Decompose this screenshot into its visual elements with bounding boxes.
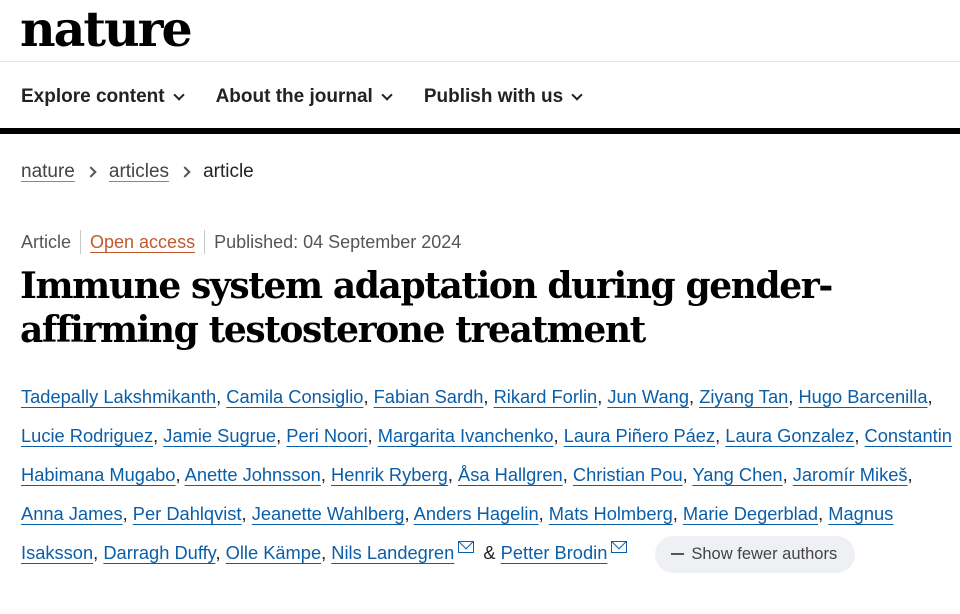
author-link[interactable]: Tadepally Lakshmikanth — [21, 386, 217, 407]
breadcrumb-nature[interactable]: nature — [21, 161, 75, 182]
author-link[interactable]: Olle Kämpe — [225, 542, 322, 563]
nav-publish-label: Publish with us — [423, 86, 564, 107]
author-link[interactable]: Nils Landegren — [331, 542, 455, 563]
author-link[interactable]: Christian Pou — [572, 464, 683, 485]
author-link[interactable]: Anna James — [21, 503, 123, 524]
author-link[interactable]: Laura Piñero Páez — [563, 425, 716, 446]
author-link[interactable]: Jamie Sugrue — [163, 425, 277, 446]
nav-explore-content[interactable]: Explore content — [21, 84, 185, 110]
breadcrumb: nature articles article — [21, 161, 254, 183]
nav-explore-content-label: Explore content — [21, 86, 165, 107]
author-link[interactable]: Petter Brodin — [500, 542, 608, 563]
author-link[interactable]: Lucie Rodriguez — [21, 425, 154, 446]
author-link[interactable]: Magnus Isaksson — [21, 503, 894, 563]
breadcrumb-articles[interactable]: articles — [108, 161, 170, 182]
chevron-down-icon — [571, 88, 583, 101]
nav-publish-with-us[interactable]: Publish with us — [423, 84, 583, 110]
minus-icon — [671, 553, 685, 556]
article-title: Immune system adaptation during gender-a… — [20, 265, 833, 351]
author-link[interactable]: Fabian Sardh — [373, 386, 484, 407]
meta-separator — [204, 230, 206, 254]
author-link[interactable]: Jeanette Wahlberg — [251, 503, 405, 524]
breadcrumb-current: article — [203, 161, 254, 182]
author-link[interactable]: Jun Wang — [607, 386, 690, 407]
author-list: Tadepally Lakshmikanth, Camila Consiglio… — [21, 377, 956, 573]
chevron-down-icon — [381, 88, 393, 101]
author-link[interactable]: Hugo Barcenilla — [798, 386, 928, 407]
chevron-right-icon — [179, 166, 191, 178]
author-link[interactable]: Per Dahlqvist — [132, 503, 242, 524]
author-link[interactable]: Åsa Hallgren — [458, 464, 563, 485]
nature-logo[interactable]: nature — [20, 0, 193, 58]
nav-divider — [0, 128, 960, 134]
author-link[interactable]: Constantin Habimana Mugabo — [21, 425, 952, 485]
author-link[interactable]: Henrik Ryberg — [331, 464, 448, 485]
author-link[interactable]: Laura Gonzalez — [725, 425, 855, 446]
header-divider — [0, 61, 960, 62]
author-link[interactable]: Rikard Forlin — [493, 386, 598, 407]
author-link[interactable]: Jaromír Mikeš — [792, 464, 908, 485]
published-date: Published: 04 September 2024 — [214, 231, 462, 252]
authors-ampersand: & — [483, 542, 496, 563]
author-link[interactable]: Mats Holmberg — [548, 503, 673, 524]
article-type: Article — [21, 231, 72, 252]
chevron-down-icon — [172, 88, 185, 101]
chevron-right-icon — [85, 166, 97, 178]
author-link[interactable]: Anders Hagelin — [413, 503, 539, 524]
mail-icon[interactable] — [458, 541, 475, 553]
show-fewer-authors-button[interactable]: Show fewer authors — [655, 535, 856, 573]
main-nav: Explore content About the journal Publis… — [21, 84, 583, 110]
author-link[interactable]: Marie Degerblad — [682, 503, 819, 524]
nav-about-journal-label: About the journal — [215, 86, 373, 107]
article-meta: Article Open access Published: 04 Septem… — [21, 230, 461, 254]
author-link[interactable]: Darragh Duffy — [103, 542, 216, 563]
author-link[interactable]: Yang Chen — [692, 464, 783, 485]
meta-separator — [80, 230, 82, 254]
author-link[interactable]: Anette Johnsson — [184, 464, 321, 485]
author-link[interactable]: Peri Noori — [286, 425, 368, 446]
author-link[interactable]: Camila Consiglio — [226, 386, 364, 407]
author-link[interactable]: Margarita Ivanchenko — [377, 425, 554, 446]
author-link[interactable]: Ziyang Tan — [699, 386, 789, 407]
show-fewer-label: Show fewer authors — [691, 544, 838, 563]
mail-icon[interactable] — [611, 541, 628, 553]
open-access-link[interactable]: Open access — [90, 231, 196, 252]
nav-about-journal[interactable]: About the journal — [215, 84, 393, 110]
